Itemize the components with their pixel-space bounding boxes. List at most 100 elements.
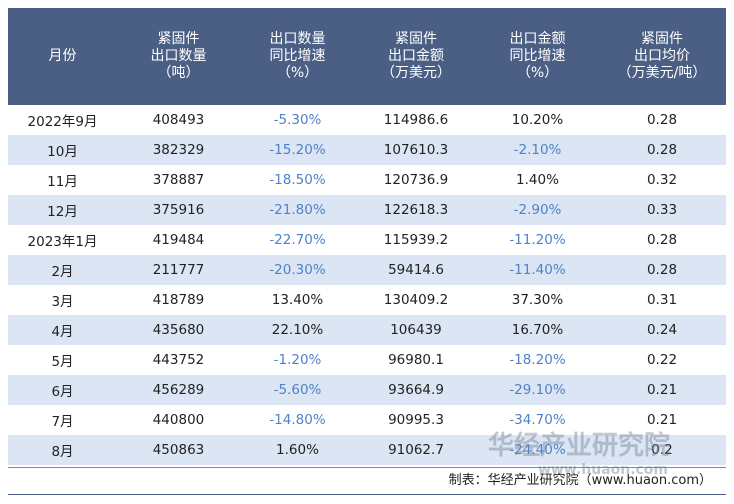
cell: -21.80% bbox=[269, 202, 326, 218]
header-line: （%） bbox=[276, 65, 319, 81]
header-line: （%） bbox=[516, 65, 559, 81]
cell: 2023年1月 bbox=[27, 234, 98, 250]
table-row: 11月 378887 -18.50% 120736.9 1.40% 0.32 bbox=[8, 165, 726, 195]
cell: 4月 bbox=[51, 324, 74, 340]
table: 月份 紧固件 出口数量 （吨） 出口数量 同比增速 （%） 紧固件 出口金额 （万美元） 出口金额同… bbox=[8, 8, 726, 465]
cell: 0.31 bbox=[646, 292, 678, 308]
source-note: 制表：华经产业研究院（www.huaon.com） bbox=[448, 473, 712, 488]
cell: 90995.3 bbox=[388, 412, 444, 428]
header-cell: 出口金额 同比增速 （%） bbox=[477, 31, 598, 82]
cell: 10.20% bbox=[511, 112, 564, 128]
cell: -2.90% bbox=[513, 202, 562, 218]
header-cell: 紧固件 出口数量 （吨） bbox=[117, 31, 240, 82]
cell: -15.20% bbox=[269, 142, 326, 158]
cell: 375916 bbox=[152, 202, 205, 218]
cell: 3月 bbox=[51, 294, 74, 310]
cell: 6月 bbox=[51, 384, 74, 400]
cell: 115939.2 bbox=[383, 232, 449, 248]
cell: 211777 bbox=[152, 262, 205, 278]
cell: -29.10% bbox=[509, 382, 566, 398]
cell: 0.28 bbox=[646, 142, 678, 158]
header-cell: 紧固件 出口金额 （万美元） bbox=[355, 31, 477, 82]
header-line: 同比增速 bbox=[269, 48, 326, 64]
cell: -5.60% bbox=[273, 382, 322, 398]
header-line: 出口数量 bbox=[150, 48, 207, 64]
header-line: 出口均价 bbox=[634, 48, 690, 64]
header-line: 紧固件 bbox=[395, 31, 437, 47]
cell: -11.40% bbox=[509, 262, 566, 278]
header-line: 出口数量 bbox=[269, 31, 326, 47]
table-row: 4月 435680 22.10% 106439 16.70% 0.24 bbox=[8, 315, 726, 345]
cell: 2022年9月 bbox=[27, 114, 98, 130]
header-line: 紧固件 bbox=[641, 31, 683, 47]
cell: 107610.3 bbox=[383, 142, 449, 158]
cell: 22.10% bbox=[271, 322, 324, 338]
table-row: 8月 450863 1.60% 91062.7 -24.40% 0.2 bbox=[8, 435, 726, 465]
header-cell: 月份 bbox=[8, 48, 117, 65]
cell: 1.60% bbox=[276, 442, 319, 458]
table-row: 6月 456289 -5.60% 93664.9 -29.10% 0.21 bbox=[8, 375, 726, 405]
cell: 0.28 bbox=[646, 232, 678, 248]
cell: -24.40% bbox=[509, 442, 566, 458]
cell: 408493 bbox=[152, 112, 205, 128]
footer: 制表：华经产业研究院（www.huaon.com） bbox=[8, 467, 726, 495]
cell: 8月 bbox=[51, 444, 74, 460]
cell: 378887 bbox=[152, 172, 205, 188]
cell: 0.21 bbox=[646, 382, 678, 398]
table-body: 2022年9月 408493 -5.30% 114986.6 10.20% 0.28 10月… bbox=[8, 105, 726, 465]
table-row: 10月 382329 -15.20% 107610.3 -2.10% 0.28 bbox=[8, 135, 726, 165]
cell: 114986.6 bbox=[383, 112, 449, 128]
table-row: 7月 440800 -14.80% 90995.3 -34.70% 0.21 bbox=[8, 405, 726, 435]
cell: 0.2 bbox=[651, 442, 673, 458]
cell: -18.20% bbox=[509, 352, 566, 368]
cell: 0.33 bbox=[646, 202, 678, 218]
cell: 382329 bbox=[152, 142, 205, 158]
cell: -34.70% bbox=[509, 412, 566, 428]
cell: -18.50% bbox=[269, 172, 326, 188]
table-row: 3月 418789 13.40% 130409.2 37.30% 0.31 bbox=[8, 285, 726, 315]
cell: 12月 bbox=[47, 204, 78, 220]
table-row: 5月 443752 -1.20% 96980.1 -18.20% 0.22 bbox=[8, 345, 726, 375]
cell: 443752 bbox=[152, 352, 205, 368]
cell: 37.30% bbox=[511, 292, 564, 308]
cell: -14.80% bbox=[269, 412, 326, 428]
header-line: 出口金额 bbox=[509, 31, 566, 47]
cell: 106439 bbox=[390, 322, 442, 338]
cell: 96980.1 bbox=[388, 352, 444, 368]
cell: 59414.6 bbox=[388, 262, 444, 278]
cell: 16.70% bbox=[511, 322, 564, 338]
table-row: 2022年9月 408493 -5.30% 114986.6 10.20% 0.28 bbox=[8, 105, 726, 135]
cell: 5月 bbox=[51, 354, 74, 370]
cell: 418789 bbox=[152, 292, 205, 308]
cell: 0.32 bbox=[646, 172, 678, 188]
header-row: 月份 紧固件 出口数量 （吨） 出口数量 同比增速 （%） 紧固件 出口金额 （万美元） 出口金额同… bbox=[8, 8, 726, 105]
cell: -1.20% bbox=[273, 352, 322, 368]
cell: -2.10% bbox=[513, 142, 562, 158]
cell: 419484 bbox=[152, 232, 205, 248]
cell: 440800 bbox=[152, 412, 205, 428]
cell: 456289 bbox=[152, 382, 205, 398]
cell: 122618.3 bbox=[383, 202, 449, 218]
header-cell: 紧固件 出口均价 （万美元/吨） bbox=[598, 31, 726, 82]
cell: 120736.9 bbox=[383, 172, 449, 188]
table-row: 12月 375916 -21.80% 122618.3 -2.90% 0.33 bbox=[8, 195, 726, 225]
cell: -20.30% bbox=[269, 262, 326, 278]
cell: 435680 bbox=[152, 322, 205, 338]
table-row: 2023年1月 419484 -22.70% 115939.2 -11.20% 0.28 bbox=[8, 225, 726, 255]
cell: 1.40% bbox=[516, 172, 559, 188]
cell: 91062.7 bbox=[388, 442, 444, 458]
cell: 130409.2 bbox=[383, 292, 449, 308]
table-row: 2月 211777 -20.30% 59414.6 -11.40% 0.28 bbox=[8, 255, 726, 285]
cell: 11月 bbox=[47, 174, 78, 190]
cell: 93664.9 bbox=[388, 382, 444, 398]
cell: 450863 bbox=[152, 442, 205, 458]
cell: 0.21 bbox=[646, 412, 678, 428]
header-line: （吨） bbox=[157, 65, 200, 81]
cell: 0.28 bbox=[646, 262, 678, 278]
header-line: 月份 bbox=[48, 48, 77, 64]
header-line: 同比增速 bbox=[509, 48, 566, 64]
cell: -22.70% bbox=[269, 232, 326, 248]
header-line: 紧固件 bbox=[157, 31, 200, 47]
cell: 0.24 bbox=[646, 322, 678, 338]
